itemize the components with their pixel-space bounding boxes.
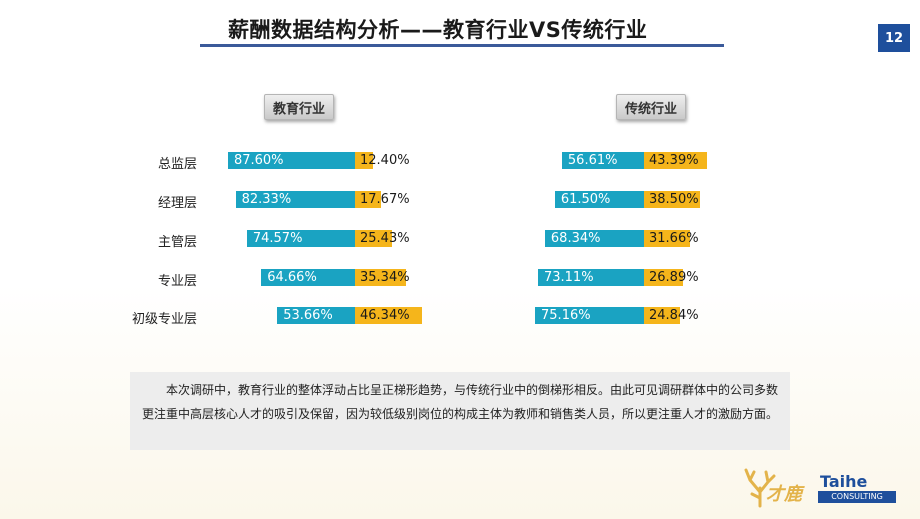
data-label-secondary: 31.66% [649,231,699,246]
data-label-secondary: 35.34% [360,270,410,285]
bar-segment-primary [227,152,355,169]
logo-cn-text: 才鹿 [766,484,802,505]
bar-segment-secondary [355,269,407,286]
bar-segment-primary [277,307,355,324]
bar-segment-secondary [644,307,681,324]
data-label-secondary: 43.39% [649,153,699,168]
data-label-primary: 73.11% [543,270,594,285]
category-label: 总监层 [157,157,197,172]
bar-segment-secondary [355,230,392,247]
chart-title-education: 教育行业 [264,94,335,120]
bar-segment-primary [544,230,644,247]
bar-segment-primary [561,152,644,169]
bar-segment-secondary [355,307,423,324]
category-label: 专业层 [157,274,197,289]
data-label-primary: 74.57% [252,231,303,246]
data-label-secondary: 26.89% [649,270,699,285]
category-label: 主管层 [157,235,197,250]
data-label-secondary: 24.84% [649,308,699,323]
bar-segment-primary [535,307,644,324]
data-label-primary: 75.16% [541,308,591,323]
bar-segment-primary [246,230,355,247]
bar-segment-primary [235,191,355,208]
data-label-primary: 61.50% [560,192,611,207]
data-label-secondary: 25.43% [360,231,410,246]
bar-segment-secondary [644,230,690,247]
data-label-secondary: 12.40% [360,153,410,168]
category-label: 初级专业层 [131,312,197,327]
title-underline [200,44,724,47]
logo-en-text: Taihe [820,472,868,491]
bar-segment-primary [554,191,644,208]
data-label-primary: 87.60% [233,153,284,168]
bar-segment-secondary [644,191,700,208]
data-label-primary: 68.34% [550,231,601,246]
data-label-primary: 56.61% [567,153,618,168]
bar-segment-primary [537,269,644,286]
data-label-secondary: 17.67% [360,192,410,207]
bar-segment-secondary [355,152,373,169]
logo-sub-text: CONSULTING [818,491,896,503]
data-label-primary: 53.66% [283,308,333,323]
data-label-secondary: 46.34% [360,308,410,323]
page-number-badge: 12 [878,24,910,52]
summary-note-text: 本次调研中，教育行业的整体浮动占比呈正梯形趋势，与传统行业中的倒梯形相反。由此可… [142,383,779,421]
category-label: 经理层 [157,196,197,211]
deer-antler-icon [744,468,776,508]
data-label-primary: 64.66% [267,270,317,285]
chart-title-traditional: 传统行业 [616,94,687,120]
summary-note: 本次调研中，教育行业的整体浮动占比呈正梯形趋势，与传统行业中的倒梯形相反。由此可… [130,372,790,450]
bar-segment-secondary [355,191,381,208]
data-label-secondary: 38.50% [649,192,699,207]
bar-segment-primary [261,269,355,286]
page-title: 薪酬数据结构分析——教育行业VS传统行业 [228,18,648,42]
bar-segment-secondary [644,269,683,286]
data-label-primary: 82.33% [241,192,292,207]
bar-segment-secondary [644,152,707,169]
